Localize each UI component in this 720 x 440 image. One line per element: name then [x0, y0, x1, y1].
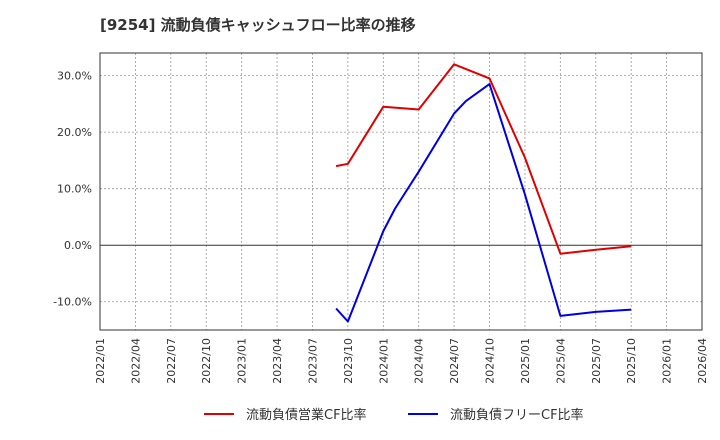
- x-tick-label: 2025/07: [590, 338, 603, 384]
- y-tick-label: 10.0%: [57, 183, 92, 196]
- y-axis: 30.0% 20.0% 10.0% 0.0% -10.0%: [53, 70, 92, 309]
- x-tick-label: 2025/01: [519, 338, 532, 384]
- x-tick-label: 2025/10: [625, 338, 638, 384]
- legend-label: 流動負債営業CF比率: [246, 407, 367, 423]
- x-tick-label: 2022/04: [129, 338, 142, 384]
- x-tick-label: 2026/01: [661, 338, 674, 384]
- y-tick-label: 0.0%: [64, 239, 92, 252]
- x-tick-label: 2024/10: [484, 338, 497, 384]
- x-tick-label: 2024/04: [413, 338, 426, 384]
- legend-label: 流動負債フリーCF比率: [450, 407, 584, 423]
- grid: [99, 53, 703, 330]
- x-axis: 2022/01 2022/04 2022/07 2022/10 2023/01 2023/…: [94, 338, 709, 384]
- series-layer: [335, 63, 632, 323]
- x-tick-label: 2023/10: [342, 338, 355, 384]
- x-tick-label: 2022/10: [200, 338, 213, 384]
- x-tick-label: 2022/07: [165, 338, 178, 384]
- x-tick-label: 2024/07: [448, 338, 461, 384]
- chart-title: [9254] 流動負債キャッシュフロー比率の推移: [100, 16, 416, 34]
- x-tick-label: 2026/04: [696, 338, 709, 384]
- x-tick-label: 2022/01: [94, 338, 107, 384]
- y-tick-label: 20.0%: [57, 126, 92, 139]
- series-line-1: [335, 63, 632, 255]
- x-tick-label: 2023/07: [306, 338, 319, 384]
- y-tick-label: -10.0%: [53, 296, 92, 309]
- x-tick-label: 2023/01: [236, 338, 249, 384]
- y-tick-label: 30.0%: [57, 70, 92, 83]
- series-line-2: [335, 83, 632, 323]
- x-tick-label: 2024/01: [377, 338, 390, 384]
- x-tick-label: 2025/04: [554, 338, 567, 384]
- legend: 流動負債営業CF比率 流動負債フリーCF比率: [204, 407, 584, 423]
- x-tick-label: 2023/04: [271, 338, 284, 384]
- plot-frame: [99, 52, 703, 331]
